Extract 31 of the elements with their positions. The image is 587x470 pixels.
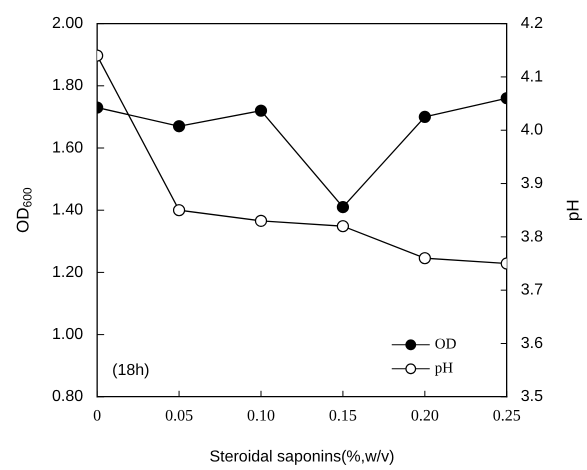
point [336,220,350,232]
y2-tick-label: 3.5 [520,388,544,406]
y2-axis-title: pH [564,199,583,222]
y-tick-label: 0.80 [52,388,84,406]
y2-tick-label: 3.6 [520,334,544,352]
x-axis-title: Steroidal saponins(%,w/v) [209,448,394,466]
y2-tick-label: 4.1 [520,68,544,86]
y2-tick-label: 3.7 [520,282,544,299]
x-tick-label: 0.10 [246,408,275,425]
y-axis-title: OD600 [14,187,35,233]
y-tick-label: 1.00 [52,326,84,344]
annotation: (18h) [112,362,150,380]
point [336,200,350,214]
y-tick-label: 1.20 [52,264,84,281]
y-tick-label: 1.40 [52,202,84,219]
point [254,104,268,117]
y-tick-label: 2.00 [52,15,84,32]
x-tick-label: 0.05 [165,408,194,425]
y2-tick-label: 4.0 [520,122,544,139]
legend-label: pH [434,360,454,377]
legend-label: OD [434,336,457,353]
x-tick-label: 0.20 [410,408,439,425]
y2-tick-label: 3.9 [520,174,544,192]
y-tick-label: 1.80 [52,77,84,94]
x-tick-label: 0.15 [328,408,357,425]
point [254,214,268,227]
x-tick-label: 0.25 [492,408,521,425]
y2-tick-label: 3.8 [520,228,544,246]
y-tick-label: 1.60 [52,139,84,156]
y2-tick-label: 4.2 [520,15,544,32]
x-tick-label: 0 [93,408,102,425]
